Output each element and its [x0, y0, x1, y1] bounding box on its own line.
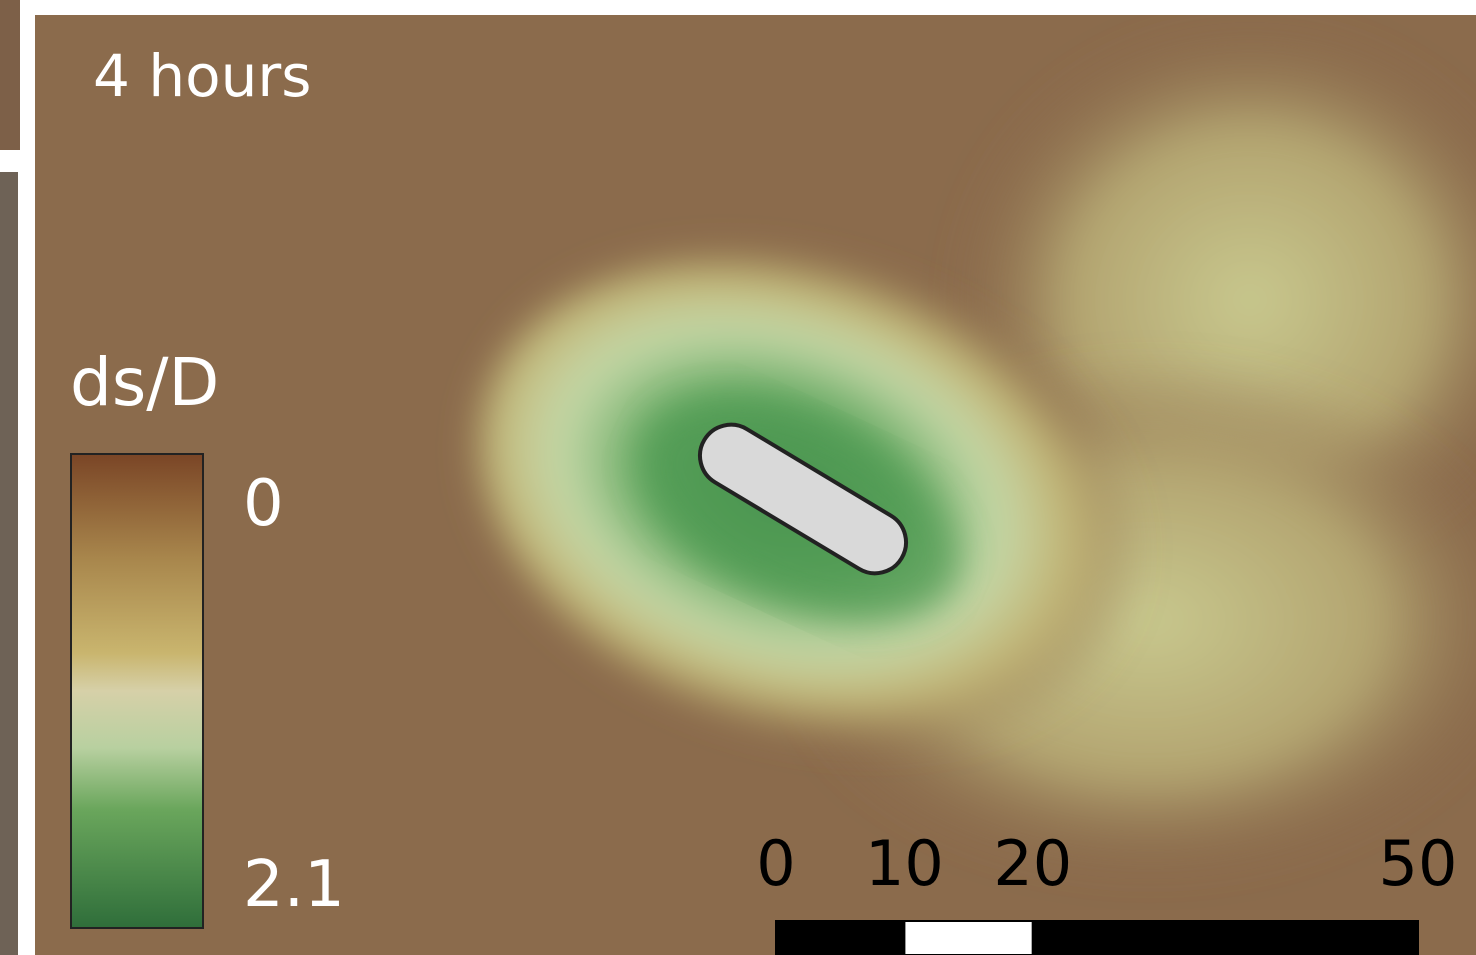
colorbar-label: 0 — [243, 467, 284, 541]
panel-label: 4 hours — [93, 42, 311, 110]
figure: 4 hours ds/D 0 2.1 0 10 20 50 — [0, 0, 1476, 955]
scale-tick-label: 10 — [865, 827, 944, 900]
scale-segment — [1033, 921, 1418, 955]
scale-segment — [904, 921, 1032, 955]
neighbor-panel — [0, 0, 20, 150]
colorbar-label: 2.1 — [243, 848, 345, 922]
colorbar — [71, 454, 203, 928]
scale-tick-label: 50 — [1379, 827, 1458, 900]
scale-tick-label: 0 — [756, 827, 795, 900]
scale-tick-label: 20 — [993, 827, 1072, 900]
page: 4 hours ds/D 0 2.1 0102050 (() => { cons… — [0, 0, 1476, 955]
neighbor-panel — [0, 172, 18, 955]
scale-segment — [776, 921, 904, 955]
colorbar-title: ds/D — [70, 344, 219, 421]
